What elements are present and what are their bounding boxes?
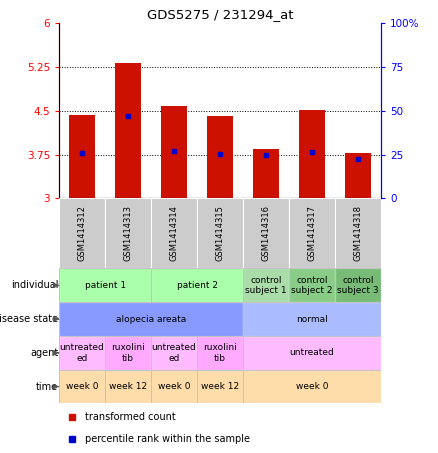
Bar — [254, 149, 279, 198]
Text: GSM1414312: GSM1414312 — [78, 206, 87, 261]
Bar — [151, 336, 197, 370]
Text: disease state: disease state — [0, 314, 58, 324]
Text: ruxolini
tib: ruxolini tib — [203, 343, 237, 362]
Bar — [59, 336, 105, 370]
Bar — [289, 269, 335, 302]
Bar — [289, 198, 335, 269]
Text: agent: agent — [30, 348, 58, 358]
Bar — [243, 302, 381, 336]
Bar — [197, 336, 243, 370]
Bar — [300, 110, 325, 198]
Bar — [59, 370, 105, 404]
Bar — [105, 198, 151, 269]
Bar — [59, 198, 105, 269]
Bar — [197, 370, 243, 404]
Text: individual: individual — [11, 280, 58, 290]
Text: control
subject 2: control subject 2 — [291, 275, 333, 295]
Bar — [243, 269, 289, 302]
Bar — [59, 370, 105, 404]
Text: patient 1: patient 1 — [85, 281, 126, 290]
Bar — [105, 370, 151, 404]
Text: control
subject 1: control subject 1 — [245, 275, 287, 295]
Bar — [151, 336, 197, 370]
Bar — [243, 302, 381, 336]
Text: GSM1414315: GSM1414315 — [215, 206, 225, 261]
Bar — [243, 269, 289, 302]
Bar — [335, 198, 381, 269]
Text: GSM1414317: GSM1414317 — [307, 206, 317, 261]
Text: time: time — [36, 381, 58, 391]
Bar — [59, 302, 243, 336]
Text: normal: normal — [296, 314, 328, 323]
Text: GSM1414314: GSM1414314 — [170, 206, 179, 261]
Text: GSM1414316: GSM1414316 — [261, 206, 271, 261]
Bar — [151, 269, 243, 302]
Bar — [59, 269, 151, 302]
Text: transformed count: transformed count — [85, 412, 176, 422]
Bar — [59, 302, 243, 336]
Text: percentile rank within the sample: percentile rank within the sample — [85, 434, 250, 444]
Bar — [151, 198, 197, 269]
Text: untreated
ed: untreated ed — [60, 343, 105, 362]
Bar — [197, 198, 243, 269]
Bar — [59, 269, 151, 302]
Bar — [151, 269, 243, 302]
Text: patient 2: patient 2 — [177, 281, 218, 290]
Bar — [208, 116, 233, 198]
Bar — [59, 336, 105, 370]
Text: GSM1414318: GSM1414318 — [353, 206, 363, 261]
Bar — [346, 153, 371, 198]
Bar — [335, 269, 381, 302]
Bar — [243, 370, 381, 404]
Text: week 0: week 0 — [296, 382, 328, 391]
Bar — [162, 106, 187, 198]
Text: ruxolini
tib: ruxolini tib — [111, 343, 145, 362]
Text: alopecia areata: alopecia areata — [116, 314, 186, 323]
Bar — [151, 370, 197, 404]
Text: week 12: week 12 — [109, 382, 147, 391]
Bar — [70, 115, 95, 198]
Bar — [105, 336, 151, 370]
Bar — [243, 336, 381, 370]
Bar — [197, 336, 243, 370]
Text: untreated: untreated — [290, 348, 335, 357]
Text: GSM1414313: GSM1414313 — [124, 206, 133, 261]
Bar — [243, 336, 381, 370]
Text: week 0: week 0 — [66, 382, 99, 391]
Bar — [105, 336, 151, 370]
Bar — [243, 198, 289, 269]
Bar — [116, 63, 141, 198]
Text: week 12: week 12 — [201, 382, 239, 391]
Bar — [197, 370, 243, 404]
Bar — [151, 370, 197, 404]
Bar — [243, 370, 381, 404]
Bar — [289, 269, 335, 302]
Title: GDS5275 / 231294_at: GDS5275 / 231294_at — [147, 8, 293, 21]
Bar — [105, 370, 151, 404]
Text: untreated
ed: untreated ed — [152, 343, 197, 362]
Text: control
subject 3: control subject 3 — [337, 275, 379, 295]
Text: week 0: week 0 — [158, 382, 191, 391]
Bar — [335, 269, 381, 302]
